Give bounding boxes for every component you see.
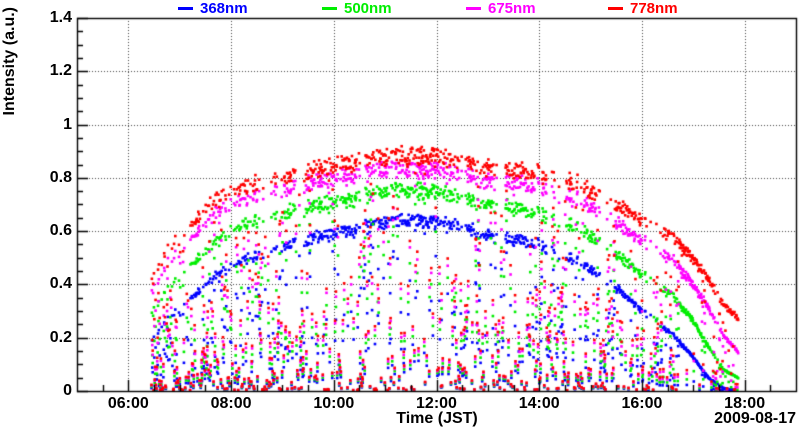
x-tick-label: 10:00 bbox=[313, 395, 355, 412]
x-tick-label: 12:00 bbox=[416, 395, 457, 412]
y-tick-label: 0.4 bbox=[49, 275, 72, 293]
legend-item-778nm: 778nm bbox=[608, 0, 678, 17]
legend-label-778nm: 778nm bbox=[630, 0, 678, 17]
x-tick-label: 18:00 bbox=[724, 395, 766, 412]
legend-item-675nm: 675nm bbox=[466, 0, 536, 17]
y-tick-label: 1.4 bbox=[49, 9, 72, 26]
x-axis-title: Time (JST) bbox=[396, 410, 478, 427]
legend-label-675nm: 675nm bbox=[488, 0, 536, 17]
x-tick-label: 08:00 bbox=[210, 395, 252, 412]
y-tick-label: 1.2 bbox=[49, 62, 72, 80]
y-tick-label: 1 bbox=[63, 115, 72, 133]
y-tick-label: 0 bbox=[63, 382, 72, 399]
y-tick-label: 0.8 bbox=[49, 168, 72, 186]
legend-label-500nm: 500nm bbox=[344, 0, 392, 17]
legend-item-368nm: 368nm bbox=[178, 0, 248, 17]
legend-marker-778nm bbox=[608, 7, 623, 10]
x-tick-label: 14:00 bbox=[518, 395, 560, 412]
legend-marker-500nm bbox=[322, 7, 337, 10]
y-tick-label: 0.2 bbox=[49, 328, 72, 346]
date-label: 2009-08-17 bbox=[714, 410, 796, 427]
y-tick-label: 0.6 bbox=[49, 222, 72, 240]
x-tick-label: 06:00 bbox=[107, 395, 149, 412]
legend-marker-675nm bbox=[466, 7, 481, 10]
x-tick-label: 16:00 bbox=[621, 395, 663, 412]
legend-marker-368nm bbox=[178, 7, 193, 10]
legend-label-368nm: 368nm bbox=[200, 0, 248, 17]
legend-item-500nm: 500nm bbox=[322, 0, 392, 17]
y-axis-title: Intensity (a.u.) bbox=[1, 7, 18, 116]
